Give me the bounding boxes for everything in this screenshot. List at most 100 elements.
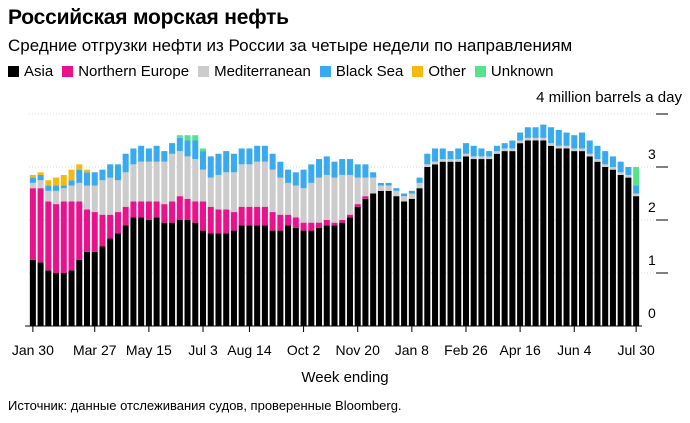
bar-segment-asia bbox=[254, 225, 261, 326]
bar-segment-black-sea bbox=[447, 151, 454, 160]
bar-segment-northern-europe bbox=[316, 222, 323, 228]
bar-segment-northern-europe bbox=[176, 196, 183, 220]
bar-segment-black-sea bbox=[548, 127, 555, 144]
bar-segment-black-sea bbox=[60, 185, 67, 189]
bar-segment-mediterranean bbox=[408, 193, 415, 199]
bar-segment-asia bbox=[176, 220, 183, 326]
legend-label: Northern Europe bbox=[78, 63, 190, 80]
bar-segment-mediterranean bbox=[447, 159, 454, 162]
bar-segment-mediterranean bbox=[432, 161, 439, 165]
bar-segment-black-sea bbox=[192, 140, 199, 160]
bar-segment-mediterranean bbox=[169, 153, 176, 202]
bar-segment-northern-europe bbox=[114, 212, 121, 234]
bar-segment-mediterranean bbox=[501, 148, 508, 152]
bar-segment-black-sea bbox=[432, 148, 439, 162]
bar-segment-mediterranean bbox=[439, 159, 446, 162]
bar-segment-asia bbox=[625, 177, 632, 326]
bar-segment-asia bbox=[339, 222, 346, 326]
bar-segment-black-sea bbox=[29, 177, 36, 183]
y-tick-label: 2 bbox=[648, 199, 656, 215]
bar-segment-black-sea bbox=[532, 127, 539, 138]
bar-segment-northern-europe bbox=[153, 201, 160, 218]
bar-segment-northern-europe bbox=[29, 188, 36, 260]
bar-segment-asia bbox=[331, 225, 338, 326]
bar-segment-black-sea bbox=[114, 164, 121, 181]
bar-segment-mediterranean bbox=[455, 159, 462, 162]
legend-label: Mediterranean bbox=[214, 63, 311, 80]
bar-segment-asia bbox=[354, 206, 361, 326]
bar-segment-mediterranean bbox=[617, 172, 624, 175]
bar-segment-other bbox=[37, 172, 44, 175]
bar-segment-northern-europe bbox=[68, 201, 75, 271]
bar-segment-black-sea bbox=[130, 148, 137, 165]
bar-segment-black-sea bbox=[308, 164, 315, 183]
bar-segment-asia bbox=[385, 190, 392, 326]
y-tick-label: 1 bbox=[648, 252, 656, 268]
bar-segment-black-sea bbox=[145, 148, 152, 162]
legend-swatch bbox=[62, 66, 74, 77]
bar-segment-mediterranean bbox=[230, 172, 237, 213]
bar-segment-mediterranean bbox=[254, 161, 261, 207]
bar-segment-black-sea bbox=[45, 185, 52, 191]
x-tick-label: Aug 14 bbox=[227, 342, 272, 358]
bar-segment-black-sea bbox=[385, 182, 392, 186]
bar-segment-black-sea bbox=[377, 182, 384, 186]
bar-segment-northern-europe bbox=[339, 220, 346, 223]
bar-segment-black-sea bbox=[223, 151, 230, 173]
bar-segment-mediterranean bbox=[586, 153, 593, 157]
bar-segment-asia bbox=[602, 167, 609, 326]
x-tick-label: Nov 20 bbox=[336, 342, 381, 358]
bar-segment-black-sea bbox=[246, 148, 253, 165]
bar-segment-asia bbox=[501, 151, 508, 326]
bar-segment-asia bbox=[68, 270, 75, 326]
bar-segment-asia bbox=[45, 270, 52, 326]
legend-item: Asia bbox=[8, 63, 53, 80]
bar-segment-mediterranean bbox=[91, 185, 98, 213]
bar-segment-northern-europe bbox=[122, 206, 129, 226]
bar-segment-asia bbox=[138, 217, 145, 326]
bar-segment-black-sea bbox=[230, 153, 237, 173]
bar-segment-unknown bbox=[192, 135, 199, 141]
bar-segment-mediterranean bbox=[184, 156, 191, 199]
bar-segment-northern-europe bbox=[45, 201, 52, 271]
bar-segment-asia bbox=[76, 259, 83, 326]
bar-segment-other bbox=[29, 174, 36, 178]
bar-segment-black-sea bbox=[300, 169, 307, 189]
chart-subtitle: Средние отгрузки нефти из России за четы… bbox=[8, 36, 573, 55]
bar-segment-black-sea bbox=[331, 161, 338, 178]
bar-segment-black-sea bbox=[238, 148, 245, 165]
bar-segment-black-sea bbox=[153, 145, 160, 162]
bar-segment-northern-europe bbox=[323, 220, 330, 226]
x-tick-label: Jun 4 bbox=[557, 342, 591, 358]
bar-segment-mediterranean bbox=[176, 151, 183, 197]
bar-segment-black-sea bbox=[393, 188, 400, 191]
bar-segment-asia bbox=[540, 140, 547, 326]
bar-segment-mediterranean bbox=[200, 169, 207, 202]
bar-segment-black-sea bbox=[176, 137, 183, 152]
bar-segment-mediterranean bbox=[416, 182, 423, 189]
bar-segment-mediterranean bbox=[323, 174, 330, 220]
bar-segment-mediterranean bbox=[130, 164, 137, 202]
bar-segment-asia bbox=[377, 190, 384, 326]
bar-segment-northern-europe bbox=[207, 206, 214, 234]
bar-segment-asia bbox=[292, 227, 299, 326]
bar-segment-mediterranean bbox=[53, 190, 60, 205]
bar-segment-black-sea bbox=[161, 151, 168, 162]
bar-segment-mediterranean bbox=[555, 145, 562, 149]
bar-segment-unknown bbox=[200, 148, 207, 152]
bar-segment-mediterranean bbox=[246, 164, 253, 207]
bar-segment-mediterranean bbox=[238, 164, 245, 207]
bar-segment-black-sea bbox=[354, 164, 361, 178]
bar-segment-northern-europe bbox=[138, 201, 145, 218]
legend-swatch bbox=[412, 66, 424, 77]
bar-segment-black-sea bbox=[277, 161, 284, 178]
bar-segment-asia bbox=[83, 251, 91, 326]
bar-segment-black-sea bbox=[91, 172, 98, 186]
bar-segment-asia bbox=[594, 161, 601, 326]
y-unit-label: 4 million barrels a day bbox=[536, 89, 682, 106]
bar-segment-mediterranean bbox=[331, 177, 338, 223]
bar-segment-black-sea bbox=[76, 169, 83, 183]
bar-segment-black-sea bbox=[37, 174, 44, 181]
bar-segment-black-sea bbox=[555, 129, 562, 146]
legend-label: Unknown bbox=[490, 63, 554, 80]
